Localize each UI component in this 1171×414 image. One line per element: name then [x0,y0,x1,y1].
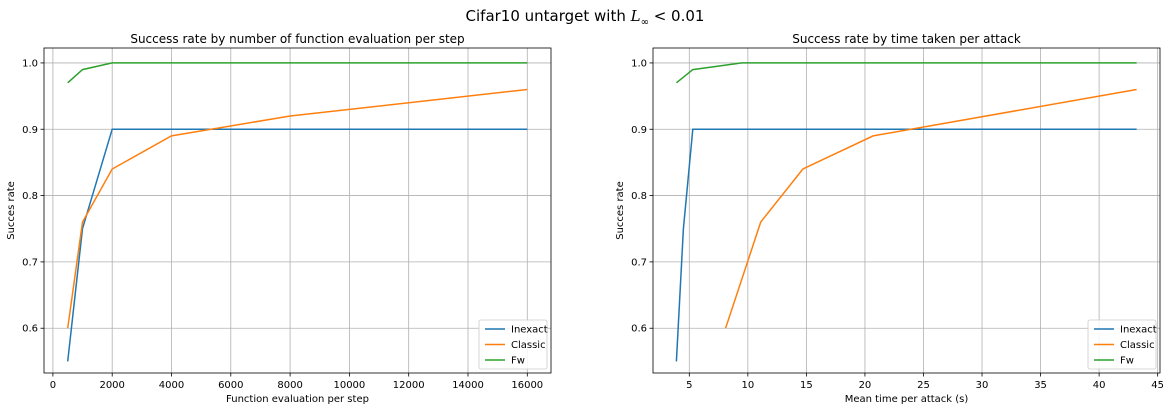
plot2-legend: Inexact Classic Fw [1087,319,1157,370]
plot1-x-tick-label: 4000 [159,380,184,391]
plot1-legend: Inexact Classic Fw [478,319,548,370]
plot1-y-tick-label: 0.8 [22,191,38,202]
plot2-series-inexact [675,128,1137,362]
plot2-series-classic [724,88,1137,329]
plot2-title: Success rate by time taken per attack [792,32,1021,46]
plot1-x-tick-label: 2000 [99,380,124,391]
plot2-x-axis-label: Mean time per attack (s) [845,394,969,405]
plot1-x-tick-label: 16000 [511,380,543,391]
plot2-y-tick-label: 0.9 [631,125,647,136]
plot2-y-tick-label: 0.8 [631,191,647,202]
plot2-legend-label-fw: Fw [1120,356,1134,367]
right-plot: 5 10 15 20 25 30 35 40 45 0.6 0.7 0.8 0.9 1.0 Success … [615,32,1164,405]
plot1-x-axis-label: Function evaluation per step [226,394,369,405]
plot2-legend-label-classic: Classic [1120,340,1155,351]
plot2-x-tick-label: 45 [1151,380,1164,391]
plot2-legend-box [1087,319,1157,370]
plot2-y-tick-label: 0.7 [631,257,647,268]
plot2-x-tick-label: 10 [741,380,754,391]
plot2-x-tick-label: 35 [1034,380,1047,391]
plot1-legend-label-classic: Classic [511,340,546,351]
plot1-x-tick-label: 12000 [393,380,425,391]
plot1-series-fw [67,62,528,84]
plot1-legend-label-fw: Fw [511,356,525,367]
plot2-x-tick-label: 15 [800,380,813,391]
plot2-y-tick-label: 1.0 [631,58,647,69]
plot1-series-inexact [66,128,528,362]
plot1-legend-label-inexact: Inexact [511,325,548,336]
plot2-frame [652,47,1161,374]
plot2-legend-label-inexact: Inexact [1120,325,1157,336]
plot1-y-axis-label: Succes rate [6,181,17,240]
left-plot: 0 2000 4000 6000 8000 10000 12000 14000 16000 0.6… [6,32,552,405]
plot2-y-tick-label: 0.6 [631,324,647,335]
plot2-x-tick-label: 40 [1093,380,1106,391]
plot1-legend-box [478,319,548,370]
plot1-frame [43,47,552,374]
figure-suptitle: Cifar10 untarget with L∞ < 0.01 [466,7,705,28]
plot2-y-axis-label: Succes rate [615,181,626,240]
plot1-x-tick-label: 6000 [218,380,243,391]
plot2-series-fw [675,62,1137,84]
plot1-y-tick-label: 0.7 [22,257,38,268]
plot1-y-tick-label: 0.9 [22,125,38,136]
plot2-x-tick-label: 30 [976,380,989,391]
plot2-x-tick-label: 25 [917,380,930,391]
plot1-x-tick-label: 14000 [452,380,484,391]
plot1-title: Success rate by number of function evalu… [130,32,464,46]
plot1-y-tick-label: 0.6 [22,324,38,335]
plot1-series-classic [66,88,528,329]
plot1-x-tick-label: 8000 [277,380,302,391]
plot2-x-tick-label: 20 [859,380,872,391]
plot1-y-tick-label: 1.0 [22,58,38,69]
plot1-x-tick-label: 0 [50,380,56,391]
plot2-x-tick-label: 5 [686,380,692,391]
plot1-x-tick-label: 10000 [333,380,365,391]
